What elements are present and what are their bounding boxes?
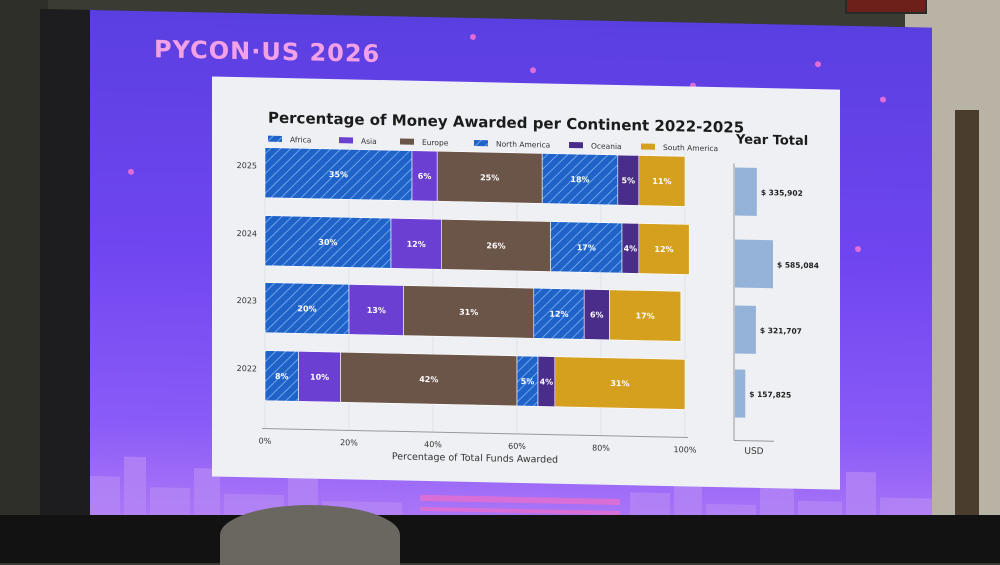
- exit-sign: [845, 0, 927, 14]
- year-total-bar: [735, 239, 773, 289]
- door-frame: [955, 110, 979, 563]
- bar-segment: [638, 223, 690, 275]
- bar-value-label: 30%: [318, 238, 337, 247]
- year-tick-label: 2024: [237, 229, 257, 238]
- x-tick-label: 0%: [259, 436, 272, 445]
- year-total-label: $ 157,825: [749, 390, 791, 400]
- bar-value-label: 18%: [570, 175, 589, 184]
- decor-dot: [815, 61, 821, 68]
- bar-value-label: 12%: [654, 245, 673, 254]
- bar-value-label: 12%: [407, 240, 426, 249]
- x-tick-label: 20%: [340, 438, 358, 447]
- chart-title: Percentage of Money Awarded per Continen…: [268, 109, 744, 137]
- bar-value-label: 31%: [459, 308, 478, 317]
- year-tick-label: 2022: [237, 364, 257, 373]
- legend-swatch: [569, 141, 583, 149]
- legend-swatch: [641, 143, 655, 150]
- year-total-label: $ 585,084: [777, 260, 819, 270]
- year-total-baseline: [734, 439, 774, 442]
- bar-value-label: 10%: [310, 373, 329, 382]
- bar-value-label: 12%: [549, 310, 568, 319]
- bar-value-label: 6%: [418, 172, 432, 181]
- bar-segment: [609, 289, 682, 342]
- x-axis-line: [262, 428, 688, 438]
- bar-value-label: 20%: [297, 304, 316, 313]
- x-tick-label: 100%: [674, 445, 697, 454]
- bar-value-label: 35%: [329, 170, 348, 179]
- bar-value-label: 17%: [636, 311, 655, 320]
- bar-value-label: 6%: [590, 310, 604, 319]
- year-total-label: $ 321,707: [760, 326, 802, 336]
- bar-value-label: 42%: [419, 375, 438, 384]
- year-total-xlabel: USD: [744, 447, 763, 457]
- legend-label: South America: [663, 143, 718, 153]
- year-tick-labels: 2025 2024 2023 2022: [237, 161, 257, 373]
- decor-dot: [855, 245, 861, 253]
- bar-value-label: 5%: [521, 377, 535, 386]
- bar-value-label: 31%: [610, 379, 629, 388]
- decor-dot: [470, 33, 476, 41]
- legend-label: Oceania: [591, 141, 622, 151]
- legend-label: Africa: [290, 135, 311, 144]
- x-tick-label: 40%: [424, 440, 442, 449]
- bar-value-label: 5%: [622, 176, 636, 185]
- bar-value-label: 4%: [624, 244, 638, 253]
- chart-panel: Percentage of Money Awarded per Continen…: [212, 76, 840, 490]
- year-total-bar: [735, 167, 757, 216]
- bar-value-label: 8%: [275, 372, 289, 381]
- x-tick-labels: 0% 20% 40% 60% 80% 100%: [259, 436, 697, 454]
- legend-label: Europe: [422, 138, 449, 148]
- legend-label: North America: [496, 139, 550, 149]
- presentation-slide: PYCON·US 2026 Percentage of Money Awarde…: [90, 9, 932, 544]
- bar-value-label: 26%: [486, 241, 505, 250]
- x-tick-label: 80%: [592, 443, 610, 452]
- year-total-bar: [735, 305, 756, 354]
- audience-head: [220, 505, 400, 565]
- chart-legend: Africa Asia Europe North America Oceania Sout…: [268, 135, 718, 153]
- legend-swatch: [474, 140, 488, 147]
- legend-swatch: [268, 135, 282, 142]
- year-total-bar: [735, 369, 746, 418]
- bar-value-label: 4%: [540, 377, 554, 386]
- chart-svg: Percentage of Money Awarded per Continen…: [237, 109, 819, 466]
- bar-value-label: 25%: [480, 173, 499, 182]
- legend-swatch: [400, 138, 414, 145]
- pycon-logo: PYCON·US 2026: [154, 35, 381, 69]
- decor-dot: [880, 96, 886, 103]
- bar-segment: [638, 155, 686, 207]
- projector-screen: PYCON·US 2026 Percentage of Money Awarde…: [40, 8, 932, 544]
- bar-value-label: 17%: [577, 243, 596, 252]
- bar-value-labels: 35% 6% 25% 18% 5% 11% 30% 12% 26% 17% 4% 12% 20% 13% 3…: [275, 170, 674, 388]
- x-axis-label: Percentage of Total Funds Awarded: [392, 451, 558, 465]
- legend-label: Asia: [361, 137, 377, 146]
- year-total-bars: [735, 167, 773, 418]
- year-total-labels: $ 335,902 $ 585,084 $ 321,707 $ 157,825: [749, 188, 819, 400]
- decor-dot: [530, 67, 536, 74]
- x-tick-label: 60%: [508, 442, 526, 451]
- audience-foreground: [0, 515, 1000, 563]
- year-total-title: Year Total: [735, 132, 808, 149]
- bar-value-label: 13%: [367, 306, 386, 315]
- stacked-bars: [264, 147, 690, 410]
- year-tick-label: 2025: [237, 161, 257, 170]
- year-tick-label: 2023: [237, 296, 257, 305]
- bar-value-label: 11%: [652, 177, 671, 186]
- decor-dot: [128, 168, 134, 175]
- legend-swatch: [339, 137, 353, 144]
- bar-segment: [554, 356, 686, 410]
- year-total-label: $ 335,902: [761, 188, 803, 198]
